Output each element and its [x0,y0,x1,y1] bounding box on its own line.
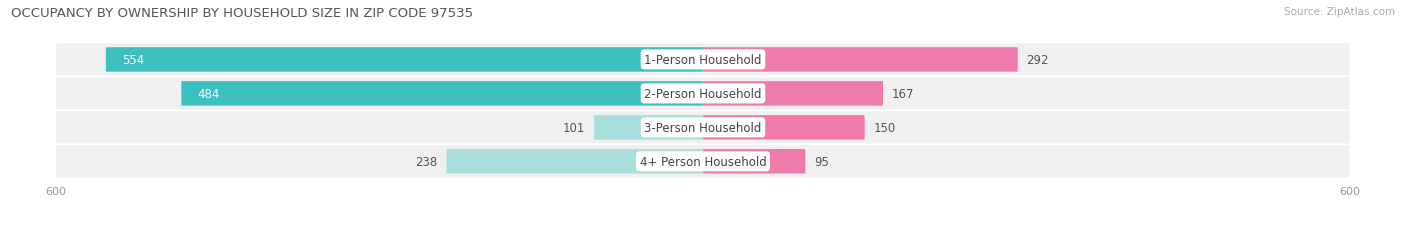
FancyBboxPatch shape [56,44,1350,76]
Text: 101: 101 [564,121,585,134]
Text: 4+ Person Household: 4+ Person Household [640,155,766,168]
Text: 2-Person Household: 2-Person Household [644,88,762,100]
Text: OCCUPANCY BY OWNERSHIP BY HOUSEHOLD SIZE IN ZIP CODE 97535: OCCUPANCY BY OWNERSHIP BY HOUSEHOLD SIZE… [11,7,474,20]
Text: Source: ZipAtlas.com: Source: ZipAtlas.com [1284,7,1395,17]
Text: 292: 292 [1026,54,1049,67]
FancyBboxPatch shape [595,116,703,140]
Text: 3-Person Household: 3-Person Household [644,121,762,134]
Text: 95: 95 [814,155,830,168]
Text: 167: 167 [891,88,914,100]
Text: 1-Person Household: 1-Person Household [644,54,762,67]
FancyBboxPatch shape [703,48,1018,72]
FancyBboxPatch shape [56,146,1350,178]
FancyBboxPatch shape [703,116,865,140]
Text: 238: 238 [416,155,437,168]
FancyBboxPatch shape [447,149,703,174]
Text: 150: 150 [873,121,896,134]
FancyBboxPatch shape [56,112,1350,144]
Text: 484: 484 [197,88,219,100]
FancyBboxPatch shape [181,82,703,106]
FancyBboxPatch shape [703,82,883,106]
FancyBboxPatch shape [703,149,806,174]
Text: 554: 554 [122,54,145,67]
FancyBboxPatch shape [56,78,1350,110]
FancyBboxPatch shape [105,48,703,72]
